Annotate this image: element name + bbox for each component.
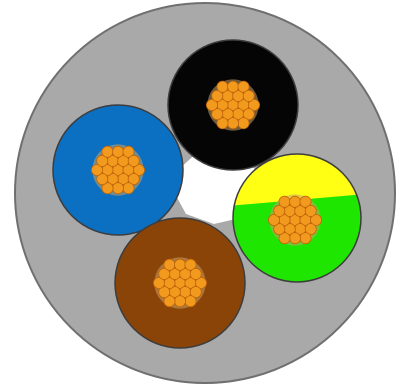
copper-strand bbox=[152, 276, 165, 289]
copper-strand bbox=[194, 276, 207, 289]
copper-strand bbox=[309, 213, 322, 226]
copper-strand bbox=[278, 195, 291, 208]
copper-strand bbox=[226, 117, 239, 130]
copper-strand bbox=[184, 258, 197, 271]
copper-strand bbox=[216, 117, 229, 130]
copper-strand bbox=[299, 195, 312, 208]
copper-strand bbox=[288, 232, 301, 245]
copper-strand bbox=[122, 182, 135, 195]
copper-strand bbox=[127, 173, 140, 186]
copper-strand bbox=[91, 163, 104, 176]
core-blue bbox=[52, 104, 184, 236]
copper-strand bbox=[112, 145, 125, 158]
copper-strand bbox=[112, 182, 125, 195]
copper-strand bbox=[278, 232, 291, 245]
copper-strand bbox=[132, 163, 145, 176]
copper-strand bbox=[96, 173, 109, 186]
copper-strand bbox=[189, 267, 202, 280]
strand-bundle-green-yellow bbox=[267, 194, 322, 246]
copper-strand bbox=[205, 99, 218, 112]
copper-strand bbox=[158, 267, 171, 280]
copper-strand bbox=[96, 154, 109, 167]
copper-strand bbox=[237, 80, 250, 93]
copper-strand bbox=[247, 99, 260, 112]
insulation-green-yellow-outline bbox=[232, 153, 362, 283]
copper-strand bbox=[273, 204, 286, 217]
copper-strand bbox=[122, 145, 135, 158]
copper-strand bbox=[216, 80, 229, 93]
copper-strand bbox=[127, 154, 140, 167]
copper-strand bbox=[101, 182, 114, 195]
core-brown bbox=[114, 217, 246, 349]
strand-bundle-black bbox=[205, 79, 260, 131]
copper-strand bbox=[163, 295, 176, 308]
copper-strand bbox=[158, 286, 171, 299]
copper-strand bbox=[184, 295, 197, 308]
copper-strand bbox=[304, 223, 317, 236]
copper-strand bbox=[242, 89, 255, 102]
strand-bundle-brown bbox=[152, 257, 207, 309]
copper-strand bbox=[189, 286, 202, 299]
copper-strand bbox=[304, 204, 317, 217]
copper-strand bbox=[288, 195, 301, 208]
copper-strand bbox=[101, 145, 114, 158]
copper-strand bbox=[267, 213, 280, 226]
copper-strand bbox=[173, 295, 186, 308]
copper-strand bbox=[163, 258, 176, 271]
strand-bundle-blue bbox=[91, 144, 145, 196]
copper-strand bbox=[237, 117, 250, 130]
copper-strand bbox=[211, 89, 224, 102]
copper-strand bbox=[273, 223, 286, 236]
core-green-yellow bbox=[232, 153, 362, 283]
copper-strand bbox=[299, 232, 312, 245]
copper-strand bbox=[211, 108, 224, 121]
copper-strand bbox=[242, 108, 255, 121]
copper-strand bbox=[173, 258, 186, 271]
copper-strand bbox=[226, 80, 239, 93]
core-black bbox=[167, 39, 299, 171]
